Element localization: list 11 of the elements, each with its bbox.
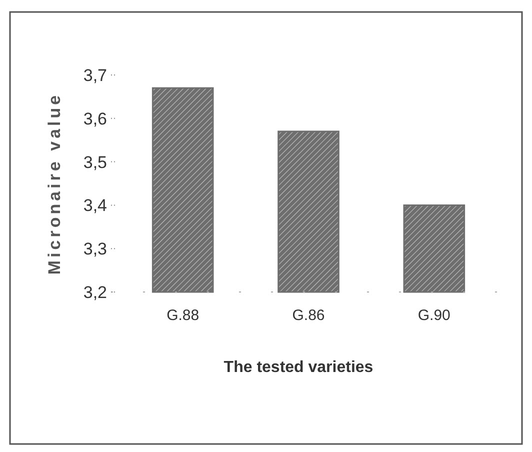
y-axis-title: Micronaire value bbox=[45, 92, 64, 275]
y-tick-label: 3,2 bbox=[83, 282, 107, 302]
y-tick-label: 3,4 bbox=[83, 196, 107, 216]
x-tick-label: G.90 bbox=[418, 307, 450, 324]
x-tick-label: G.86 bbox=[292, 307, 325, 324]
x-axis-title: The tested varieties bbox=[224, 359, 374, 376]
y-tick-label: 3,5 bbox=[83, 152, 107, 172]
y-tick-label: 3,3 bbox=[83, 240, 107, 259]
x-tick-label: G.88 bbox=[166, 307, 200, 324]
y-tick-label: 3,7 bbox=[83, 66, 107, 85]
y-tick-label: 3,6 bbox=[83, 109, 107, 128]
